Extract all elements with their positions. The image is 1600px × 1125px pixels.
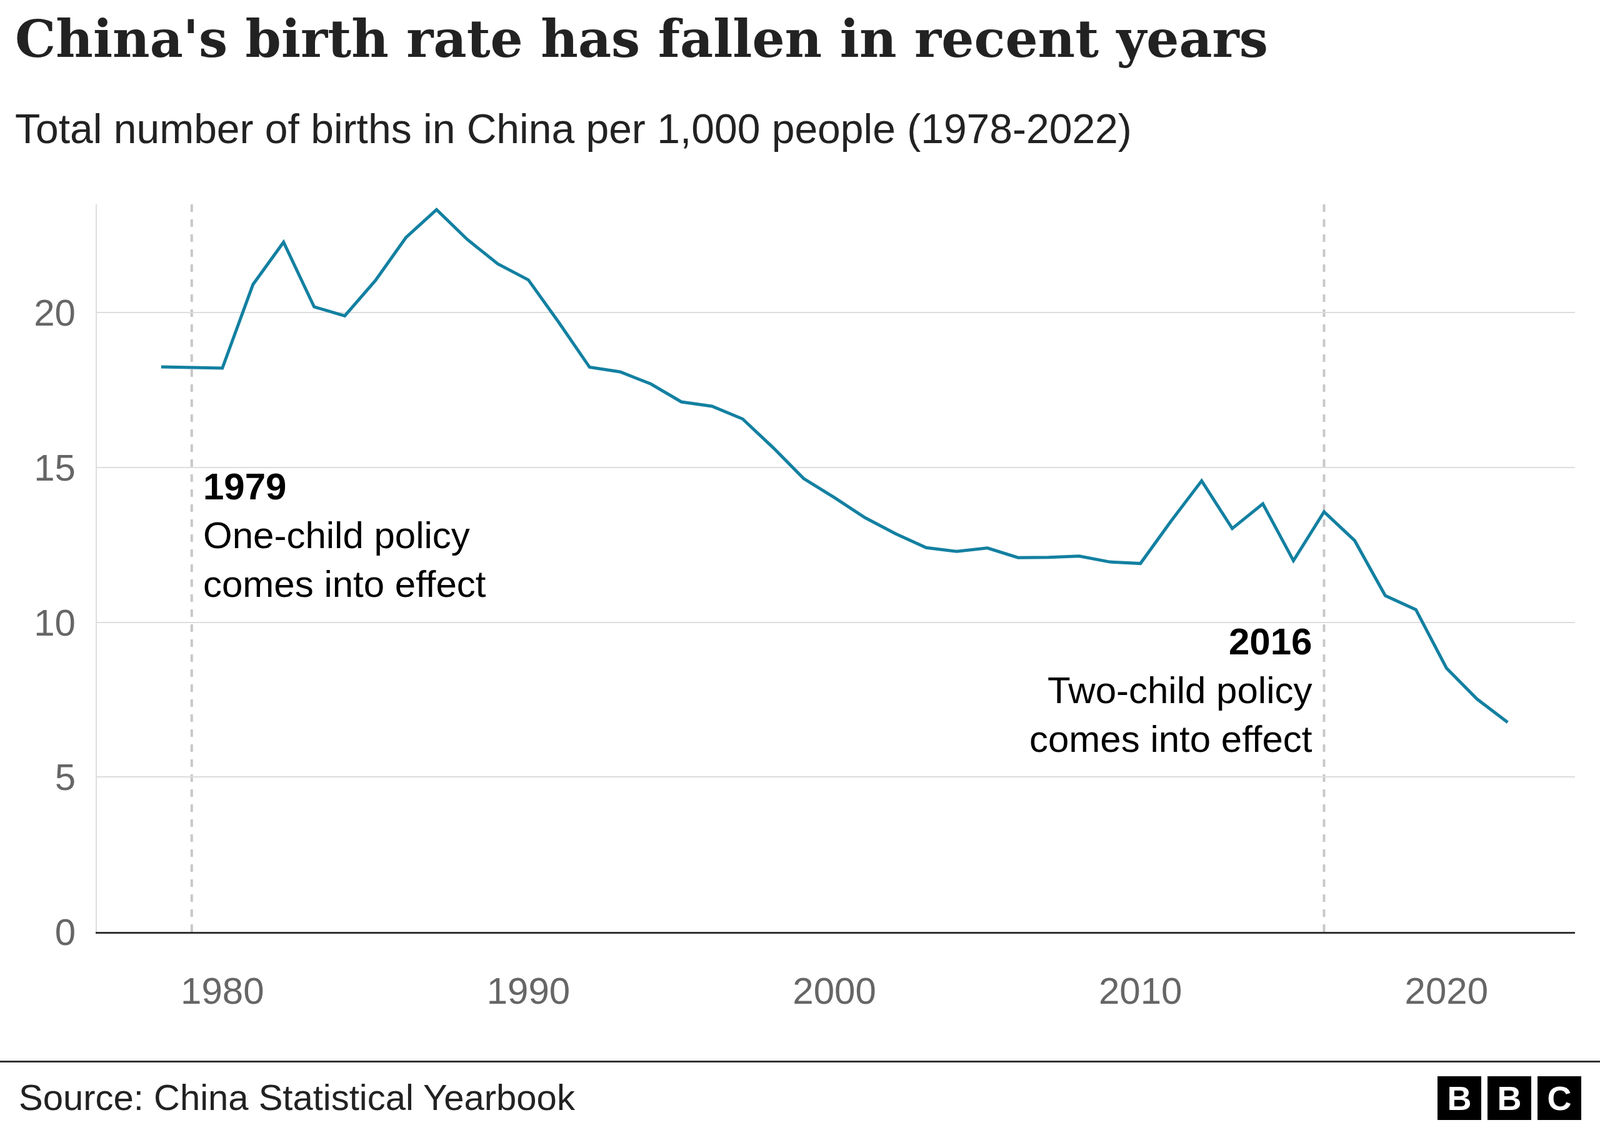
html-text:B: B bbox=[1497, 1079, 1522, 1117]
svg-text:1979One-child policycomes into: 1979One-child policycomes into effect bbox=[203, 465, 487, 605]
svg-text:15: 15 bbox=[33, 446, 76, 489]
svg-text:1990: 1990 bbox=[486, 970, 570, 1012]
html-text:China's birth rate has fallen: China's birth rate has fallen in recent … bbox=[15, 8, 1269, 69]
svg-text:5: 5 bbox=[55, 756, 76, 799]
svg-text:1980: 1980 bbox=[180, 970, 264, 1012]
svg-text:10: 10 bbox=[33, 601, 76, 644]
svg-text:2016Two-child policycomes into: 2016Two-child policycomes into effect bbox=[1029, 620, 1313, 760]
svg-text:2020: 2020 bbox=[1405, 970, 1489, 1012]
svg-text:2000: 2000 bbox=[792, 970, 876, 1012]
html-text:Total number of births in Chin: Total number of births in China per 1,00… bbox=[15, 105, 1132, 152]
html-text:C: C bbox=[1547, 1079, 1572, 1117]
html-text:Source: China Statistical Year: Source: China Statistical Yearbook bbox=[18, 1076, 575, 1118]
svg-text:0: 0 bbox=[55, 911, 76, 954]
html-text:B: B bbox=[1447, 1079, 1472, 1117]
svg-text:2010: 2010 bbox=[1098, 970, 1182, 1012]
svg-text:20: 20 bbox=[33, 291, 76, 334]
